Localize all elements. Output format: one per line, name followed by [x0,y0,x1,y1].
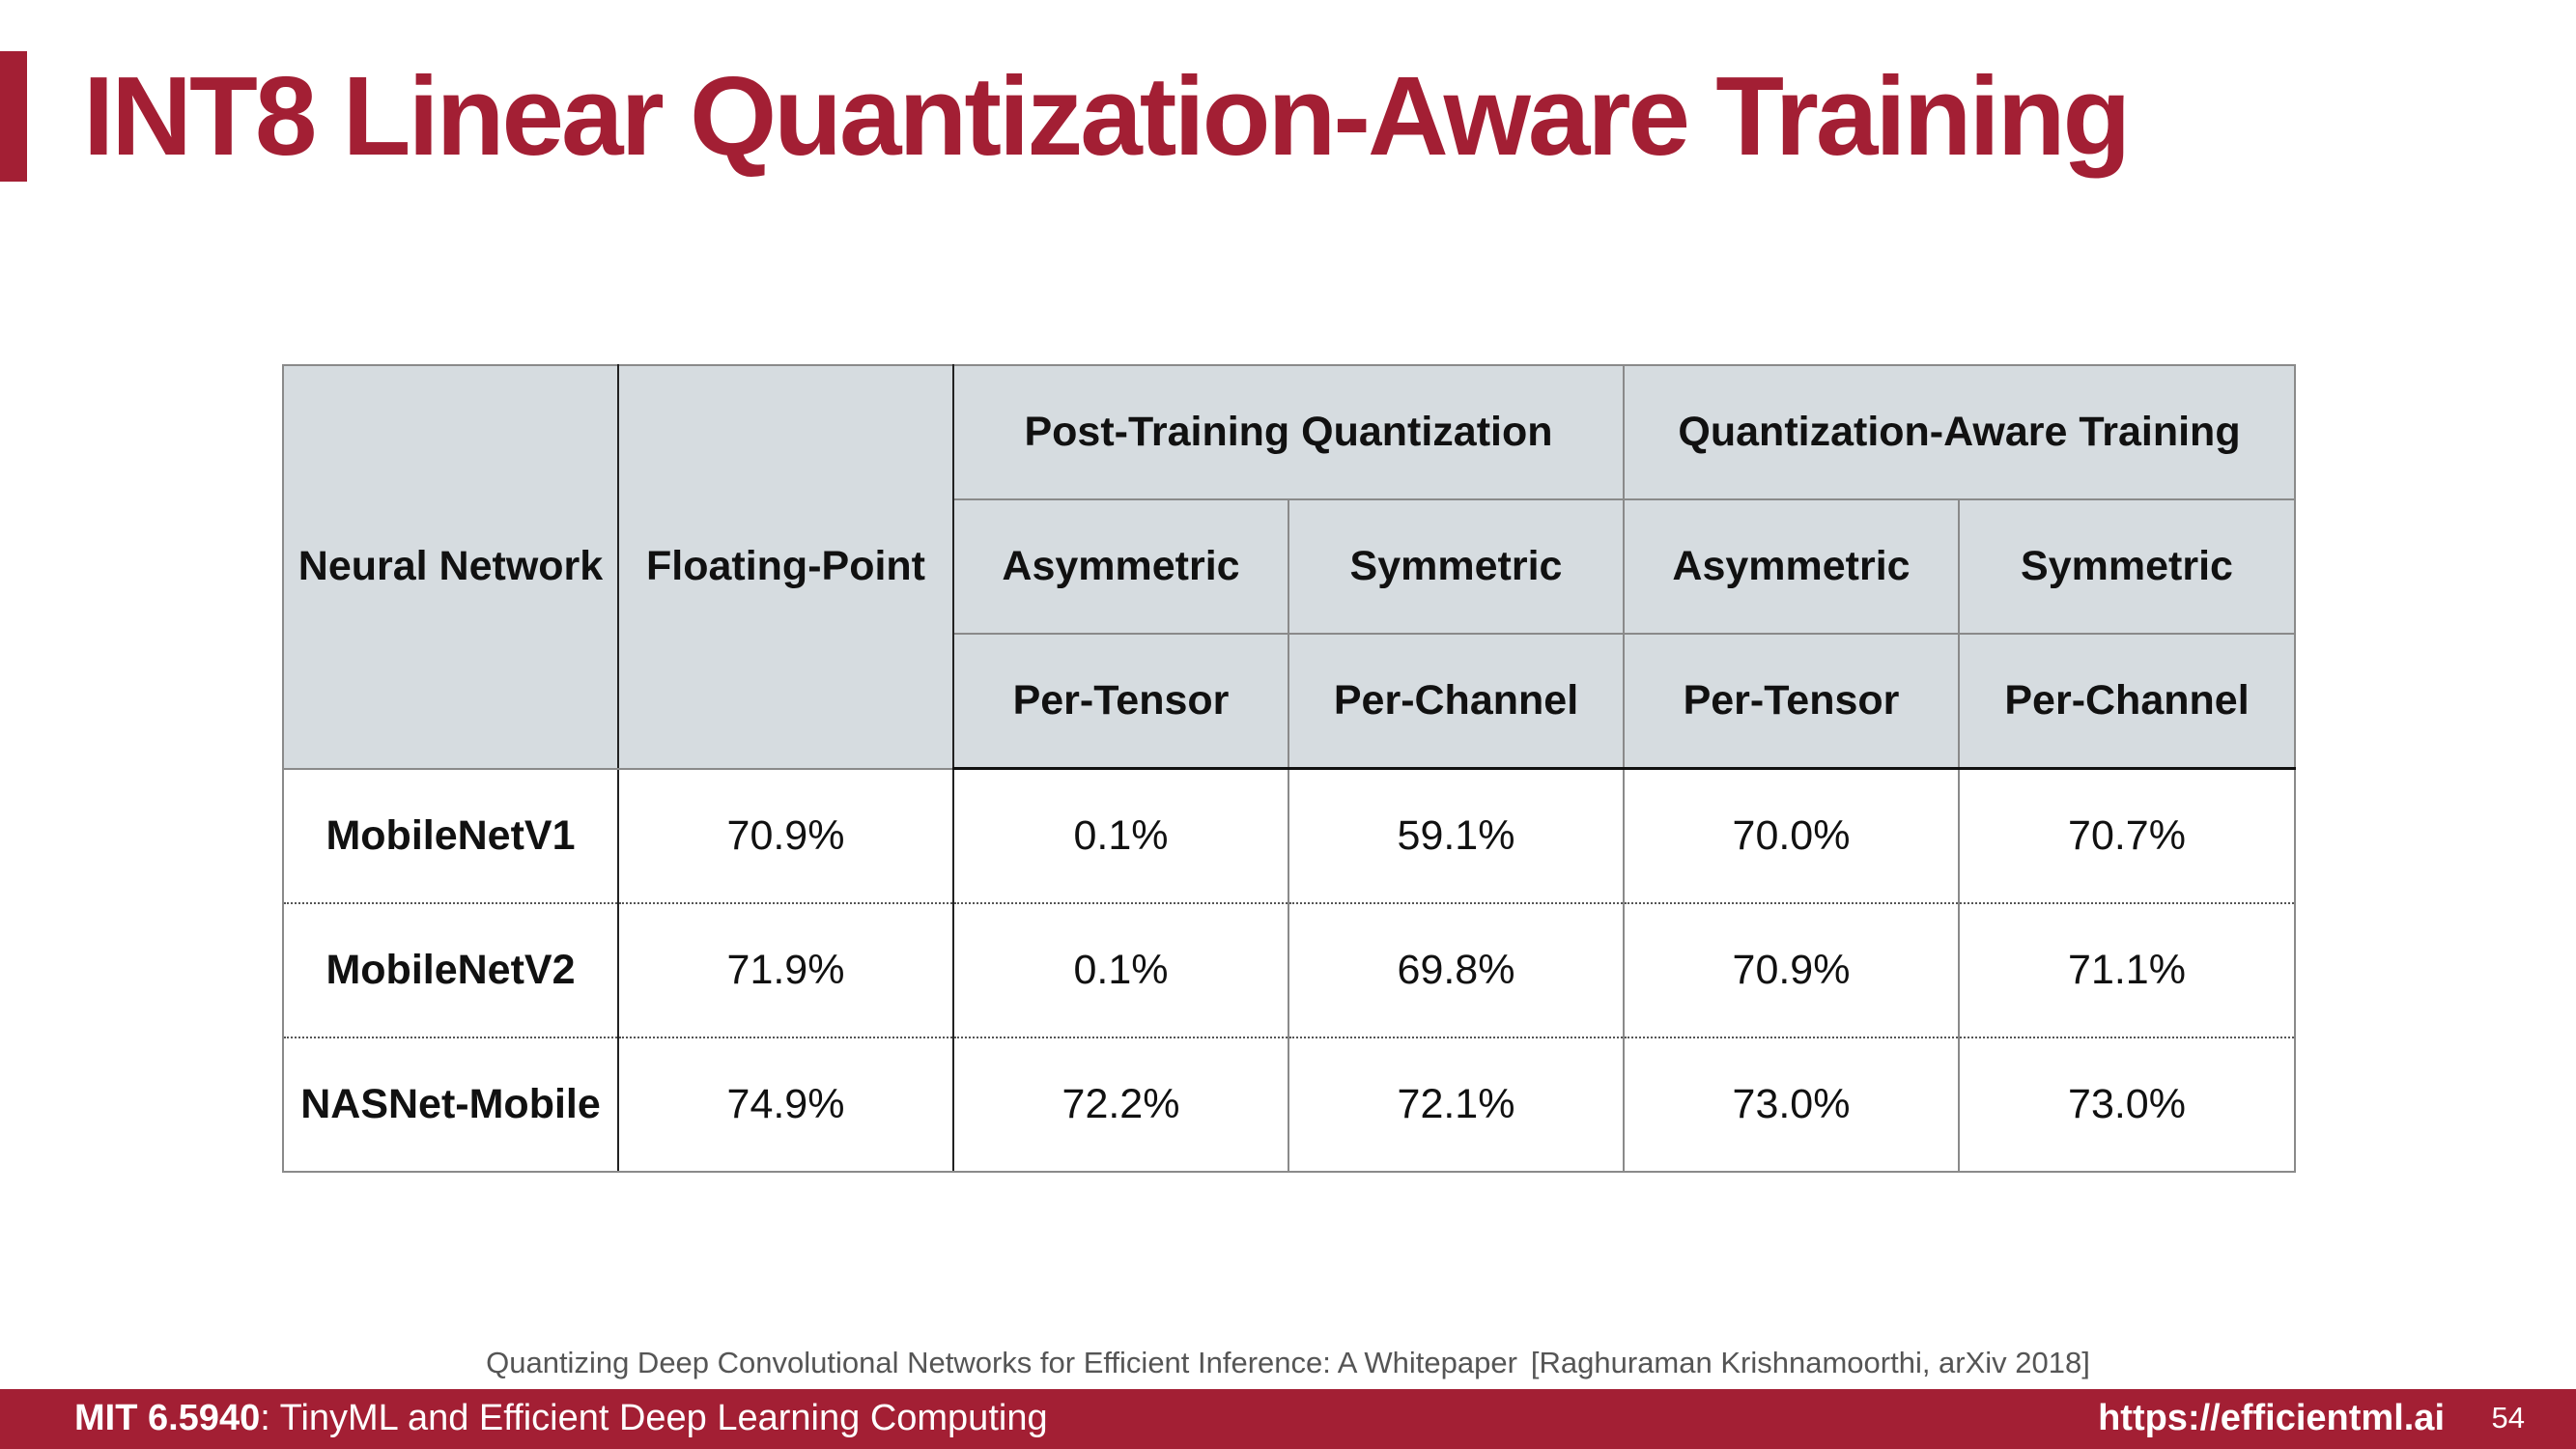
course-code: MIT 6.5940 [74,1398,261,1438]
citation-reference: [Raghuraman Krishnamoorthi, arXiv 2018] [1530,1346,2090,1379]
table-row: MobileNetV2 71.9% 0.1% 69.8% 70.9% 71.1% [282,902,2297,1038]
slide-title: INT8 Linear Quantization-Aware Training [83,53,2131,179]
table-row: MobileNetV1 70.9% 0.1% 59.1% 70.0% 70.7% [282,767,2297,904]
header-ptq-symmetric: Symmetric [1288,498,1625,635]
ptq-asymmetric-cell: 72.2% [952,1037,1289,1173]
ptq-asymmetric-cell: 0.1% [952,902,1289,1038]
header-ptq-per-tensor: Per-Tensor [952,633,1289,770]
header-neural-network: Neural Network [282,364,619,770]
header-post-training-quantization: Post-Training Quantization [952,364,1625,500]
citation-paper-title: Quantizing Deep Convolutional Networks f… [486,1346,1517,1379]
network-name-cell: NASNet-Mobile [282,1037,619,1173]
header-qat-asymmetric: Asymmetric [1623,498,1960,635]
network-name-cell: MobileNetV1 [282,767,619,904]
title-accent-bar [0,51,27,182]
qat-symmetric-cell: 71.1% [1957,902,2297,1038]
header-qat-per-tensor: Per-Tensor [1623,633,1960,770]
header-ptq-asymmetric: Asymmetric [952,498,1289,635]
qat-asymmetric-cell: 73.0% [1623,1037,1960,1173]
floating-point-cell: 74.9% [617,1037,954,1173]
course-name: : TinyML and Efficient Deep Learning Com… [260,1398,1048,1438]
header-ptq-per-channel: Per-Channel [1288,633,1625,770]
qat-asymmetric-cell: 70.9% [1623,902,1960,1038]
table-row: NASNet-Mobile 74.9% 72.2% 72.1% 73.0% 73… [282,1037,2297,1173]
table-header-row-groups: Neural Network Floating-Point Post-Train… [282,364,2297,770]
table-header-row-granularity: Per-Tensor Per-Channel Per-Tensor Per-Ch… [283,633,2297,770]
ptq-asymmetric-cell: 0.1% [952,767,1289,904]
ptq-symmetric-cell: 69.8% [1288,902,1625,1038]
page-number: 54 [2491,1401,2525,1435]
floating-point-cell: 71.9% [617,902,954,1038]
network-name-cell: MobileNetV2 [282,902,619,1038]
qat-asymmetric-cell: 70.0% [1623,767,1960,904]
citation: Quantizing Deep Convolutional Networks f… [0,1346,2576,1380]
floating-point-cell: 70.9% [617,767,954,904]
footer-bar: MIT 6.5940: TinyML and Efficient Deep Le… [0,1389,2576,1449]
header-qat-symmetric: Symmetric [1957,498,2297,635]
quantization-results-table: Neural Network Floating-Point Post-Train… [282,364,2297,1173]
header-qat-per-channel: Per-Channel [1957,633,2297,770]
ptq-symmetric-cell: 59.1% [1288,767,1625,904]
header-quantization-aware-training: Quantization-Aware Training [1622,364,2297,500]
header-floating-point: Floating-Point [617,364,954,770]
footer-url-link[interactable]: https://efficientml.ai [2098,1398,2445,1438]
footer-course: MIT 6.5940: TinyML and Efficient Deep Le… [74,1398,1048,1439]
ptq-symmetric-cell: 72.1% [1288,1037,1625,1173]
qat-symmetric-cell: 73.0% [1957,1037,2297,1173]
table-header-row-symmetry: Asymmetric Symmetric Asymmetric Symmetri… [283,498,2297,635]
qat-symmetric-cell: 70.7% [1957,767,2297,904]
